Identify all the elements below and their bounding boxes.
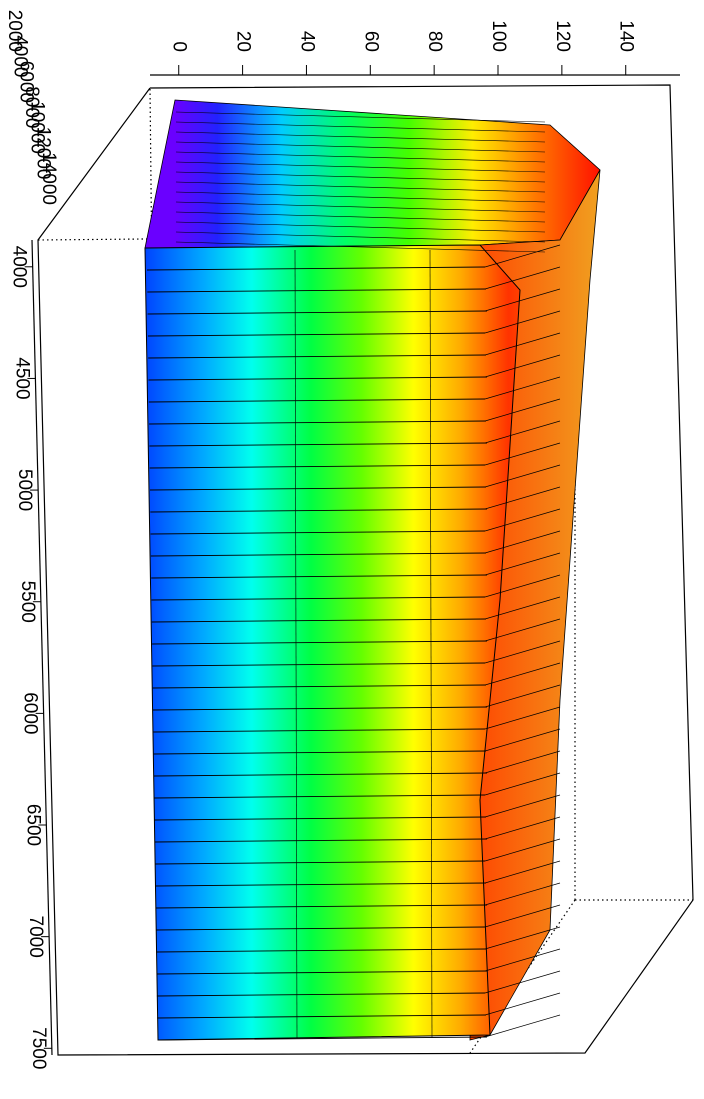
x-tick-label: 6500: [22, 804, 43, 846]
z-tick-label: 140: [616, 20, 637, 52]
z-tick-label: 120: [552, 20, 573, 52]
x-tick-label: 6000: [20, 692, 41, 734]
z-tick-label: 20: [233, 31, 254, 52]
z-tick-label: 0: [169, 41, 190, 52]
x-tick-label: 7500: [28, 1027, 49, 1069]
y-tick-label: 14000: [38, 152, 59, 205]
x-tick-label: 4000: [9, 246, 30, 288]
chart: 0 20 40 60 80 100 120 140 4000 4500 5000 5500 6000 65…: [0, 0, 704, 1099]
page: {"chart_data": {"type": "surface3d", "zl…: [0, 0, 704, 1099]
x-tick-label: 4500: [11, 357, 32, 399]
z-tick-label: 60: [360, 31, 381, 52]
z-tick-label: 100: [488, 20, 509, 52]
z-tick-label: 40: [296, 31, 317, 52]
surface-back: [145, 100, 600, 248]
x-tick-label: 5500: [17, 581, 38, 623]
x-tick-label: 5000: [14, 469, 35, 511]
surface: [145, 100, 600, 1040]
x-tick-label: 7000: [25, 916, 46, 958]
z-tick-label: 80: [424, 31, 445, 52]
